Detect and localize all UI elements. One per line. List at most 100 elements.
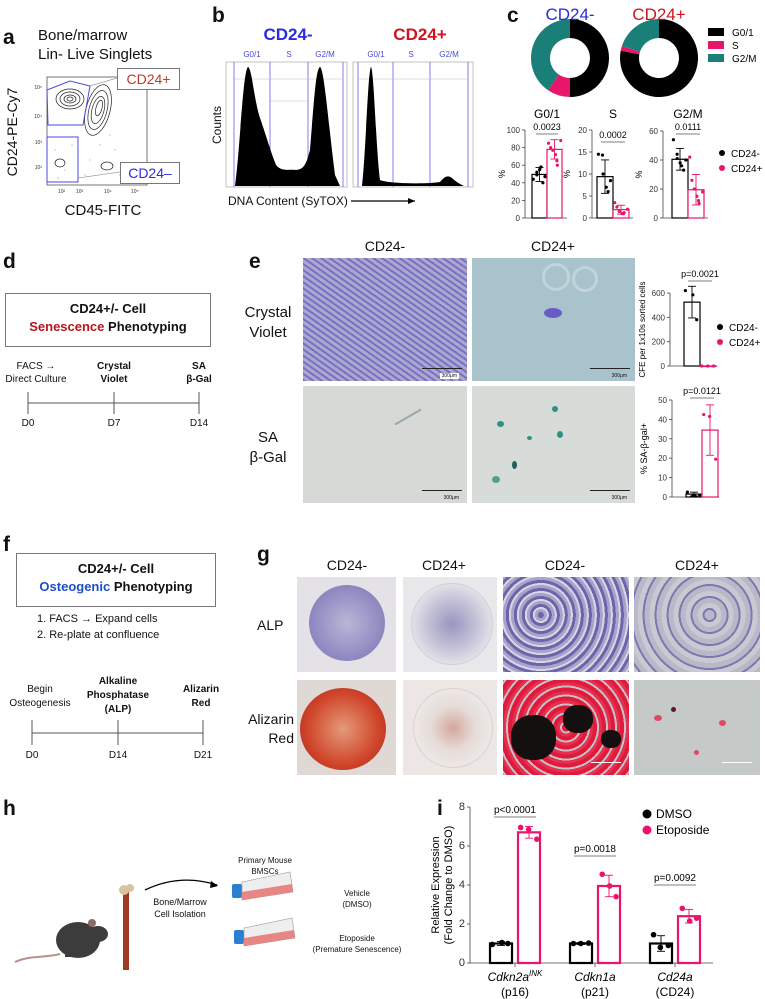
col-header: CD24- (364, 238, 406, 254)
chart-title: G2/M (673, 107, 702, 121)
gate-cd24-neg (46, 136, 79, 183)
day-label: D21 (193, 750, 213, 761)
histogram-cd24-neg: G0/1 S G2/M (225, 50, 348, 188)
data-point (692, 187, 696, 191)
protocol-step: 2. Re-plate at confluence (37, 629, 160, 641)
col-header: CD24- (544, 557, 586, 573)
flask-icon-vehicle (232, 871, 294, 901)
data-point (577, 940, 584, 947)
row-label-alizarin-red: Alizarin Red (248, 710, 294, 748)
text-line: Bone/Marrow (153, 897, 207, 907)
bar-cd24+ (546, 148, 563, 219)
histogram-cd24-pos: G0/1 S G2/M (352, 50, 474, 188)
data-point (615, 205, 619, 209)
donut-slice-g01 (620, 19, 698, 97)
y-tick-label: 15 (578, 148, 587, 157)
donut-slice-g01 (570, 19, 609, 97)
x-tick: 10² (58, 189, 66, 195)
text-line: Begin (27, 684, 53, 695)
data-point (684, 158, 688, 162)
text-line: Violet (100, 374, 128, 385)
legend-swatch (708, 28, 724, 36)
data-point (499, 939, 505, 946)
data-point (599, 871, 606, 878)
experiment-schematic (14, 871, 296, 970)
col-header: CD24+ (531, 238, 575, 254)
category-label: Cdkn1a (574, 970, 616, 984)
legend-swatch (708, 54, 724, 62)
y-tick-label: 40 (649, 156, 658, 165)
legend-marker-cd24- (719, 150, 725, 156)
y-tick-label: 20 (578, 126, 587, 135)
panel-label-f: f (3, 533, 10, 556)
legend-marker-cd24+ (719, 165, 725, 171)
bone-icon (119, 884, 134, 970)
y-tick-label: 0 (583, 214, 588, 223)
panel-label-h: h (3, 797, 16, 820)
flask-icon-etoposide (234, 917, 296, 947)
data-point (678, 161, 682, 165)
legend-label: G0/1 (732, 28, 754, 39)
data-point (690, 178, 694, 182)
y-tick: 10⁵ (34, 85, 42, 91)
text-line: FACS → (16, 361, 56, 372)
text-line: Red (268, 730, 294, 746)
y-tick-label: 80 (511, 144, 520, 153)
text-line: Alkaline (98, 676, 138, 687)
etoposide-label: Etoposide (Premature Senescence) (313, 933, 402, 955)
y-tick-label: 0 (516, 214, 521, 223)
y-tick-label: 6 (459, 840, 465, 852)
data-point (693, 915, 700, 921)
timeline-step-d7: Crystal Violet (97, 360, 131, 386)
data-point (533, 836, 540, 842)
data-point (608, 179, 613, 183)
y-tick-label: 8 (459, 801, 465, 813)
data-point (617, 209, 621, 213)
data-point (525, 826, 532, 833)
gene-name: Cdkn1a (574, 970, 616, 984)
data-point (682, 168, 686, 172)
gate-label: G0/1 (243, 50, 261, 59)
text-line: (DMSO) (342, 900, 372, 909)
panel-label-c: c (507, 4, 519, 27)
category-protein: (CD24) (656, 985, 695, 999)
box-rest-word: Phenotyping (113, 579, 193, 594)
data-point (714, 457, 718, 461)
gate-label-pos: CD24+ (126, 71, 171, 87)
legend-label: CD24+ (731, 164, 763, 175)
isolation-label: Bone/Marrow Cell Isolation (153, 896, 207, 920)
text-line: (ALP) (104, 704, 132, 715)
donut-title: CD24- (545, 5, 594, 24)
donut-cd24-neg: CD24- (530, 5, 609, 98)
y-tick-label: 0 (654, 214, 659, 223)
donut-slice-s (548, 74, 570, 98)
box-rest-word: Phenotyping (108, 319, 187, 334)
day-label: D0 (21, 418, 35, 429)
y-tick-label: 100 (507, 126, 521, 135)
data-point (613, 201, 617, 205)
text-line: SA (257, 429, 278, 446)
bar-chart-1: 0 20 40 60 80 100 G0/1% 0.0023 (497, 107, 567, 223)
y-tick-label: 40 (658, 415, 667, 424)
text-line: Vehicle (344, 889, 370, 898)
bar-chart-3: 0 20 40 60 G2/M% 0.0111 (634, 107, 708, 223)
text-line: Violet (249, 324, 287, 341)
data-point (698, 493, 702, 497)
legend-label: S (732, 41, 739, 52)
category-label: Cdkn2aINK (488, 969, 543, 984)
text-line: Osteogenesis (9, 698, 71, 709)
donut-title: CD24+ (632, 5, 685, 24)
legend-marker-dmso (642, 809, 652, 819)
data-point (531, 177, 535, 181)
box-colored-word: Senescence (29, 319, 105, 334)
gene-name: Cd24a (657, 970, 693, 984)
flow-x-ticks: 10² 10³ 10⁴ 10⁵ (58, 189, 139, 195)
col-header: CD24- (326, 557, 368, 573)
y-tick-label: 40 (511, 179, 520, 188)
data-point (535, 173, 539, 177)
data-point (559, 138, 563, 143)
data-point (691, 293, 695, 297)
y-tick-label: 0 (661, 362, 666, 371)
y-tick: 10³ (35, 140, 43, 146)
data-point (706, 364, 710, 368)
